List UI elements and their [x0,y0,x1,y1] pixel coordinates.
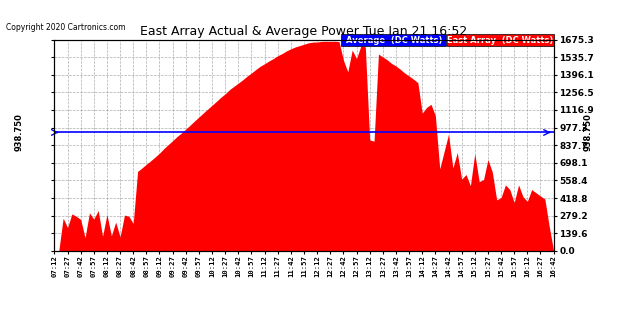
FancyBboxPatch shape [447,34,554,46]
FancyBboxPatch shape [342,34,446,46]
Text: Copyright 2020 Cartronics.com: Copyright 2020 Cartronics.com [6,23,126,32]
Title: East Array Actual & Average Power Tue Jan 21 16:52: East Array Actual & Average Power Tue Ja… [140,25,468,38]
Text: 938.750: 938.750 [584,114,593,151]
Text: 938.750: 938.750 [15,114,24,151]
Text: Average  (DC Watts): Average (DC Watts) [346,36,442,45]
Text: East Array  (DC Watts): East Array (DC Watts) [447,36,554,45]
